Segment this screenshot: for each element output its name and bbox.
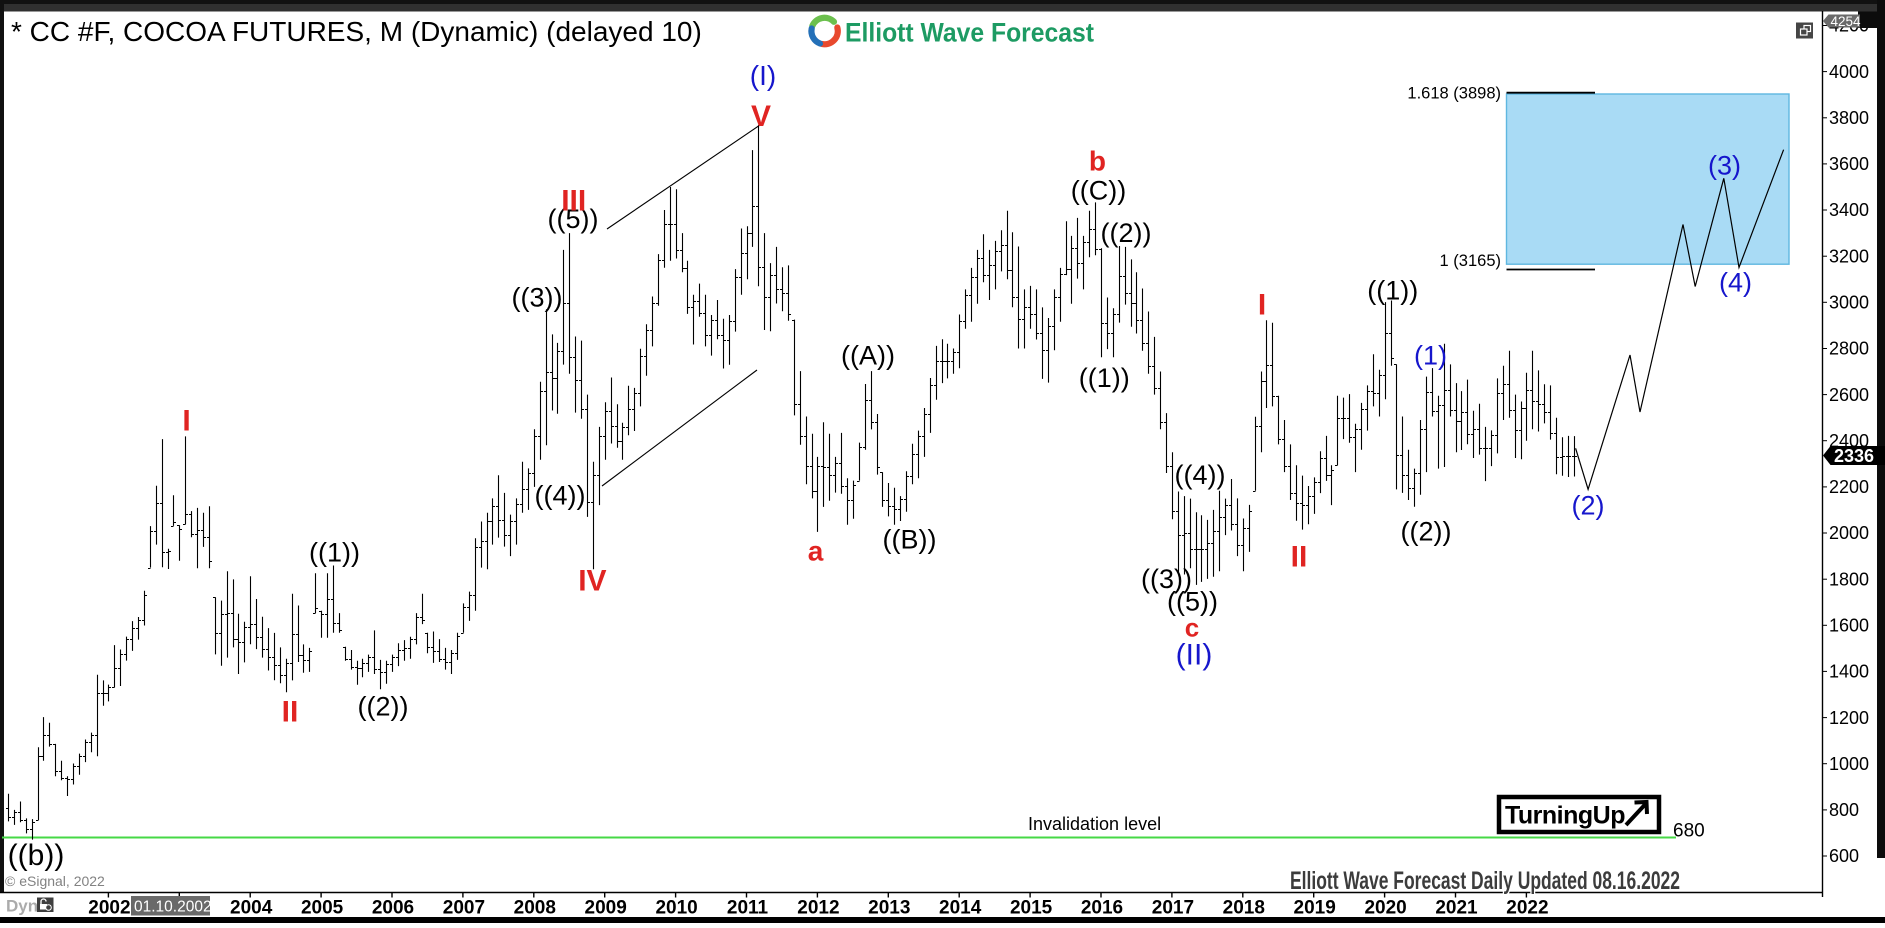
svg-text:((4)): ((4)): [535, 481, 586, 511]
svg-text:2021: 2021: [1435, 898, 1478, 919]
svg-text:((1)): ((1)): [1079, 363, 1130, 393]
svg-text:2800: 2800: [1829, 339, 1869, 359]
svg-text:1800: 1800: [1829, 569, 1869, 589]
svg-text:3200: 3200: [1829, 246, 1869, 266]
svg-text:1.618 (3898): 1.618 (3898): [1407, 85, 1501, 103]
svg-text:((A)): ((A)): [841, 341, 895, 371]
svg-text:2009: 2009: [585, 898, 627, 919]
svg-text:((2)): ((2)): [1401, 517, 1452, 547]
svg-text:4000: 4000: [1829, 62, 1869, 82]
svg-text:((5)): ((5)): [548, 204, 599, 234]
svg-text:1 (3165): 1 (3165): [1440, 252, 1501, 270]
svg-text:((3)): ((3)): [512, 283, 563, 313]
svg-text:((5)): ((5)): [1167, 587, 1218, 617]
svg-text:2008: 2008: [514, 898, 556, 919]
svg-text:(2): (2): [1572, 491, 1605, 521]
svg-text:2007: 2007: [443, 898, 485, 919]
svg-text:2017: 2017: [1152, 898, 1194, 919]
svg-text:((2)): ((2)): [1101, 218, 1152, 248]
svg-text:1200: 1200: [1829, 708, 1869, 728]
svg-text:TurningUp: TurningUp: [1505, 802, 1625, 830]
svg-text:Elliott Wave Forecast Daily Up: Elliott Wave Forecast Daily Updated 08.1…: [1290, 867, 1680, 895]
svg-text:2016: 2016: [1081, 898, 1123, 919]
svg-text:I: I: [182, 405, 190, 438]
svg-text:2019: 2019: [1294, 898, 1336, 919]
svg-text:2336: 2336: [1834, 446, 1874, 466]
svg-text:b: b: [1089, 145, 1106, 176]
svg-text:2020: 2020: [1364, 898, 1406, 919]
svg-text:2014: 2014: [939, 898, 982, 919]
svg-text:II: II: [1291, 541, 1308, 574]
svg-text:((2)): ((2)): [358, 692, 409, 722]
svg-text:IV: IV: [578, 565, 606, 598]
svg-text:V: V: [751, 100, 771, 133]
svg-text:(1): (1): [1414, 341, 1447, 371]
svg-text:((b)): ((b)): [8, 839, 65, 872]
svg-text:((B)): ((B)): [883, 525, 937, 555]
svg-text:2011: 2011: [727, 898, 769, 919]
svg-text:Elliott Wave Forecast: Elliott Wave Forecast: [845, 18, 1094, 48]
svg-text:((1)): ((1)): [1367, 276, 1418, 306]
svg-text:((1)): ((1)): [309, 538, 360, 568]
svg-text:(3): (3): [1708, 151, 1741, 181]
svg-text:* CC #F, COCOA FUTURES, M (Dyn: * CC #F, COCOA FUTURES, M (Dynamic) (del…: [11, 16, 702, 47]
svg-text:((C)): ((C)): [1071, 176, 1126, 206]
svg-text:2600: 2600: [1829, 385, 1869, 405]
svg-text:Dyn: Dyn: [6, 897, 38, 916]
svg-text:2022: 2022: [1506, 898, 1548, 919]
svg-text:3600: 3600: [1829, 154, 1869, 174]
svg-text:1000: 1000: [1829, 754, 1869, 774]
svg-text:2010: 2010: [655, 898, 697, 919]
svg-text:(II): (II): [1176, 639, 1213, 672]
svg-text:2000: 2000: [1829, 523, 1869, 543]
svg-text:((4)): ((4)): [1175, 460, 1226, 490]
svg-text:a: a: [808, 535, 824, 566]
svg-text:2018: 2018: [1223, 898, 1265, 919]
svg-text:2015: 2015: [1010, 898, 1053, 919]
svg-text:c: c: [1185, 613, 1199, 643]
svg-text:2200: 2200: [1829, 477, 1869, 497]
svg-text:((3)): ((3)): [1141, 564, 1192, 594]
svg-text:I: I: [1258, 289, 1266, 322]
svg-text:2006: 2006: [372, 898, 414, 919]
svg-text:III: III: [561, 185, 586, 218]
svg-text:2400: 2400: [1829, 431, 1869, 451]
svg-text:1400: 1400: [1829, 662, 1869, 682]
svg-text:2012: 2012: [797, 898, 839, 919]
svg-text:3400: 3400: [1829, 200, 1869, 220]
svg-text:© eSignal, 2022: © eSignal, 2022: [5, 873, 105, 889]
svg-text:3000: 3000: [1829, 293, 1869, 313]
svg-text:800: 800: [1829, 800, 1859, 820]
svg-text:(4): (4): [1719, 268, 1752, 298]
svg-text:2002: 2002: [88, 898, 130, 919]
svg-text:680: 680: [1673, 821, 1705, 842]
svg-text:01.10.2002: 01.10.2002: [134, 899, 212, 916]
svg-text:2004: 2004: [230, 898, 273, 919]
svg-text:II: II: [282, 696, 299, 729]
svg-text:(I): (I): [750, 60, 776, 91]
svg-text:2005: 2005: [301, 898, 344, 919]
svg-text:2013: 2013: [868, 898, 910, 919]
svg-text:Invalidation level: Invalidation level: [1028, 814, 1161, 834]
svg-text:1600: 1600: [1829, 616, 1869, 636]
svg-text:4254: 4254: [1831, 14, 1862, 29]
svg-text:600: 600: [1829, 846, 1859, 866]
svg-text:3800: 3800: [1829, 108, 1869, 128]
